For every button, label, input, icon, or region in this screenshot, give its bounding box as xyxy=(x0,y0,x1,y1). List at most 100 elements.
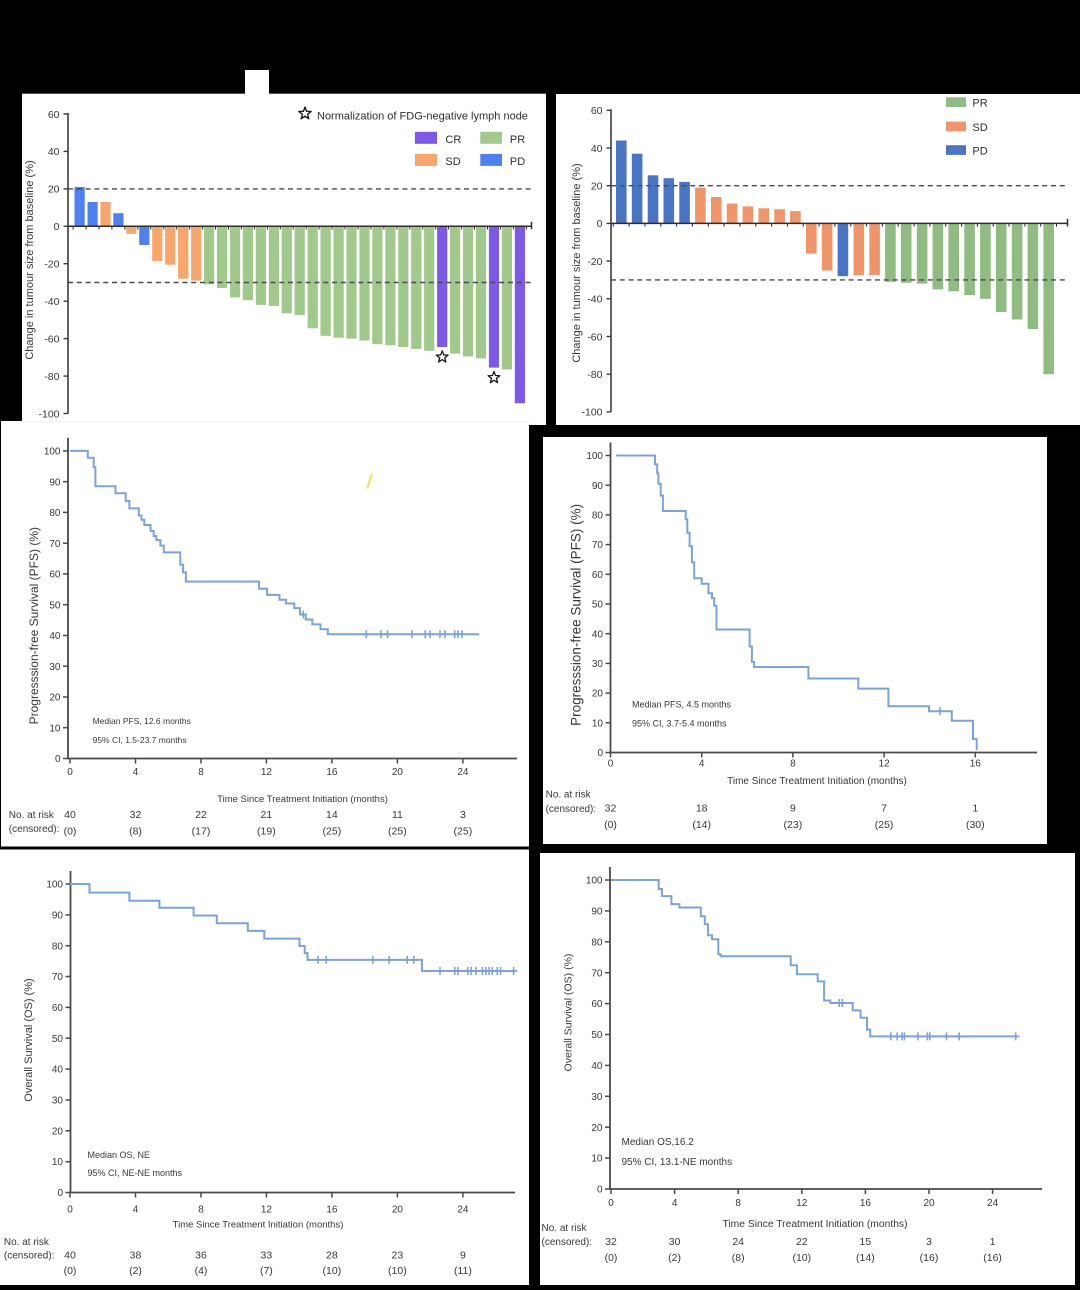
svg-text:23: 23 xyxy=(392,1250,404,1262)
svg-text:40: 40 xyxy=(592,629,604,640)
svg-text:40: 40 xyxy=(64,809,76,821)
svg-text:32: 32 xyxy=(605,802,617,814)
svg-text:90: 90 xyxy=(591,907,603,918)
svg-text:-100: -100 xyxy=(38,408,59,420)
svg-text:50: 50 xyxy=(52,1034,64,1045)
svg-text:0: 0 xyxy=(67,767,73,778)
svg-text:95% CI, NE-NE months: 95% CI, NE-NE months xyxy=(88,1168,183,1178)
svg-text:(23): (23) xyxy=(784,819,803,831)
svg-text:(2): (2) xyxy=(668,1252,681,1264)
svg-text:16: 16 xyxy=(860,1198,872,1209)
svg-text:12: 12 xyxy=(261,1205,273,1216)
svg-text:22: 22 xyxy=(796,1236,808,1248)
svg-text:-40: -40 xyxy=(587,294,602,306)
svg-text:21: 21 xyxy=(261,809,273,821)
svg-text:70: 70 xyxy=(49,539,61,550)
svg-text:24: 24 xyxy=(732,1236,744,1248)
svg-text:40: 40 xyxy=(591,143,603,155)
svg-text:(10): (10) xyxy=(323,1265,342,1277)
svg-text:33: 33 xyxy=(261,1250,273,1262)
svg-text:-20: -20 xyxy=(587,256,602,268)
svg-text:24: 24 xyxy=(457,1205,469,1216)
svg-text:60: 60 xyxy=(591,105,603,117)
svg-text:-60: -60 xyxy=(587,331,602,343)
svg-text:22: 22 xyxy=(195,809,207,821)
svg-text:80: 80 xyxy=(52,941,64,952)
svg-text:(11): (11) xyxy=(454,1265,472,1277)
svg-text:8: 8 xyxy=(198,767,204,778)
svg-text:70: 70 xyxy=(52,972,64,983)
svg-text:100: 100 xyxy=(586,451,603,462)
svg-text:Median PFS, 12.6 months: Median PFS, 12.6 months xyxy=(93,716,191,726)
svg-text:Normalization of FDG-negative: Normalization of FDG-negative lymph node xyxy=(317,110,528,122)
svg-text:No. at risk: No. at risk xyxy=(4,1237,50,1248)
svg-text:100: 100 xyxy=(586,876,603,887)
svg-text:0: 0 xyxy=(597,218,603,230)
svg-text:(10): (10) xyxy=(792,1252,811,1264)
svg-text:Change in tumour size from bas: Change in tumour size from baseline (%) xyxy=(571,163,583,362)
svg-text:20: 20 xyxy=(392,1205,404,1216)
svg-text:(8): (8) xyxy=(732,1252,745,1264)
svg-text:50: 50 xyxy=(591,1030,603,1041)
svg-text:40: 40 xyxy=(52,1065,64,1076)
svg-text:(19): (19) xyxy=(257,826,276,838)
svg-text:30: 30 xyxy=(52,1096,64,1107)
svg-text:(censored):: (censored): xyxy=(542,1237,593,1248)
svg-text:60: 60 xyxy=(52,1003,64,1014)
svg-text:24: 24 xyxy=(457,767,469,778)
svg-text:(16): (16) xyxy=(920,1252,939,1264)
svg-text:(25): (25) xyxy=(323,826,342,838)
svg-text:(25): (25) xyxy=(388,826,407,838)
svg-text:60: 60 xyxy=(49,570,61,581)
svg-text:3: 3 xyxy=(460,809,466,821)
svg-text:16: 16 xyxy=(326,1205,338,1216)
svg-text:1: 1 xyxy=(972,802,978,814)
svg-text:(7): (7) xyxy=(260,1265,273,1277)
svg-text:60: 60 xyxy=(592,570,604,581)
svg-text:(25): (25) xyxy=(454,826,473,838)
svg-text:100: 100 xyxy=(46,880,63,891)
svg-text:40: 40 xyxy=(48,146,60,158)
svg-text:(17): (17) xyxy=(192,826,211,838)
svg-text:95% CI, 1.5-23.7 months: 95% CI, 1.5-23.7 months xyxy=(93,735,187,745)
svg-text:-100: -100 xyxy=(581,407,602,419)
svg-text:15: 15 xyxy=(860,1236,872,1248)
svg-text:80: 80 xyxy=(592,511,604,522)
svg-text:38: 38 xyxy=(130,1250,142,1262)
svg-text:0: 0 xyxy=(57,1188,63,1199)
svg-text:PR: PR xyxy=(972,98,987,110)
svg-text:50: 50 xyxy=(49,600,61,611)
svg-text:Time Since Treatment Initiatio: Time Since Treatment Initiation (months) xyxy=(727,776,907,787)
svg-text:Median OS,16.2: Median OS,16.2 xyxy=(622,1137,695,1148)
svg-text:(14): (14) xyxy=(856,1252,875,1264)
svg-text:0: 0 xyxy=(597,748,603,759)
svg-text:0: 0 xyxy=(608,1198,614,1209)
svg-text:90: 90 xyxy=(49,477,61,488)
svg-text:Median PFS, 4.5 months: Median PFS, 4.5 months xyxy=(632,700,732,710)
svg-text:-20: -20 xyxy=(44,259,59,271)
svg-text:Time Since Treatment Initiatio: Time Since Treatment Initiation (months) xyxy=(173,1220,344,1231)
svg-text:0: 0 xyxy=(597,1185,603,1196)
svg-text:-80: -80 xyxy=(587,369,602,381)
svg-text:50: 50 xyxy=(592,600,604,611)
svg-text:18: 18 xyxy=(696,802,708,814)
svg-text:Time Since Treatment Initiatio: Time Since Treatment Initiation (months) xyxy=(217,794,388,805)
svg-text:70: 70 xyxy=(591,968,603,979)
svg-text:30: 30 xyxy=(592,659,604,670)
svg-text:0: 0 xyxy=(55,754,61,765)
svg-text:12: 12 xyxy=(261,767,273,778)
svg-text:36: 36 xyxy=(195,1250,207,1262)
svg-text:60: 60 xyxy=(591,999,603,1010)
svg-text:80: 80 xyxy=(591,937,603,948)
svg-text:No. at risk: No. at risk xyxy=(9,810,55,821)
svg-text:20: 20 xyxy=(52,1126,64,1137)
svg-text:20: 20 xyxy=(392,767,404,778)
svg-text:0: 0 xyxy=(54,221,60,233)
svg-text:60: 60 xyxy=(48,109,60,121)
svg-text:No. at risk: No. at risk xyxy=(542,1223,588,1234)
svg-text:PR: PR xyxy=(510,134,525,146)
svg-text:PD: PD xyxy=(510,156,525,168)
svg-text:90: 90 xyxy=(592,481,604,492)
svg-text:70: 70 xyxy=(592,540,604,551)
svg-text:CR: CR xyxy=(445,134,461,146)
